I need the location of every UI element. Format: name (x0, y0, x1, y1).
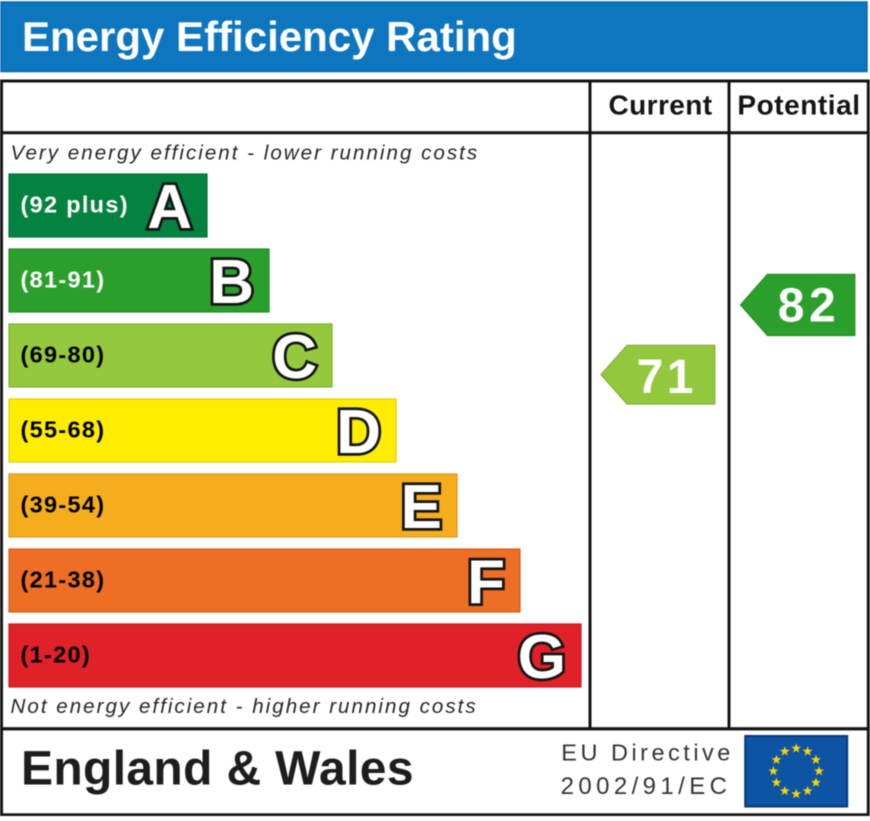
svg-text:Very energy efficient - lower: Very energy efficient - lower running co… (11, 142, 480, 165)
svg-text:G: G (518, 623, 566, 692)
svg-text:(55-68): (55-68) (21, 417, 106, 443)
svg-text:2002/91/EC: 2002/91/EC (561, 773, 732, 800)
svg-text:D: D (336, 398, 381, 467)
svg-text:B: B (209, 248, 254, 317)
svg-text:(39-54): (39-54) (21, 492, 106, 518)
svg-text:71: 71 (637, 351, 697, 404)
svg-text:Potential: Potential (737, 90, 860, 121)
svg-text:Current: Current (609, 90, 713, 121)
svg-text:F: F (467, 548, 505, 617)
svg-text:(1-20): (1-20) (21, 642, 92, 668)
svg-text:(92 plus): (92 plus) (21, 192, 129, 218)
svg-text:A: A (147, 173, 192, 242)
svg-text:82: 82 (778, 280, 840, 333)
svg-text:Energy Efficiency Rating: Energy Efficiency Rating (22, 13, 517, 60)
svg-text:England & Wales: England & Wales (21, 743, 414, 796)
svg-text:(21-38): (21-38) (21, 567, 106, 593)
svg-text:(69-80): (69-80) (21, 342, 106, 368)
svg-text:E: E (401, 473, 442, 542)
svg-text:Not energy efficient - higher: Not energy efficient - higher running co… (11, 695, 478, 718)
svg-text:C: C (272, 323, 317, 392)
svg-text:(81-91): (81-91) (21, 267, 106, 293)
svg-text:EU Directive: EU Directive (561, 739, 734, 765)
